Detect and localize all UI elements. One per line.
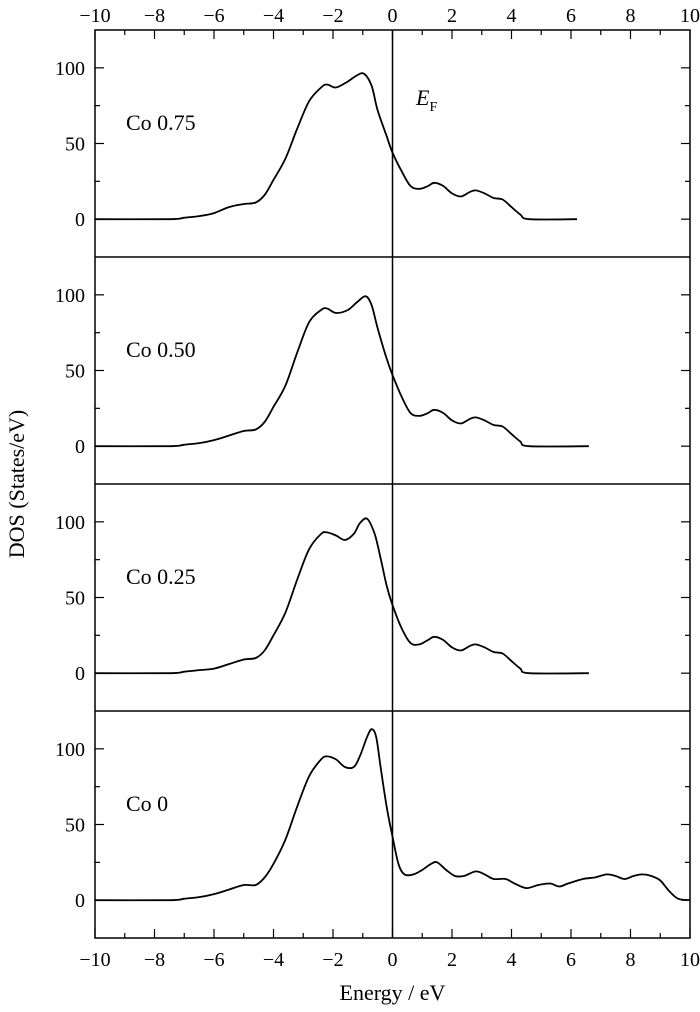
x-tick-label-top: −10	[79, 5, 110, 27]
panel-label: Co 0.50	[126, 337, 196, 362]
y-tick-label: 0	[75, 436, 85, 458]
dos-curve-panel-2	[94, 517, 589, 675]
y-tick-label: 50	[65, 134, 85, 156]
x-axis-title: Energy / eV	[340, 980, 446, 1005]
y-tick-label: 100	[55, 512, 85, 534]
x-tick-label-bottom: 2	[447, 949, 457, 971]
fermi-label: EF	[415, 85, 437, 115]
x-tick-label-top: −4	[263, 5, 284, 27]
y-tick-label: 50	[65, 815, 85, 837]
x-tick-label-top: 4	[507, 5, 517, 27]
y-axis-title: DOS (States/eV)	[4, 410, 29, 558]
panel-label: Co 0	[126, 791, 168, 816]
x-tick-label-top: −2	[322, 5, 343, 27]
y-tick-label: 50	[65, 361, 85, 383]
axes-layer	[94, 29, 691, 939]
x-tick-label-top: −6	[203, 5, 224, 27]
x-tick-label-top: −8	[144, 5, 165, 27]
x-tick-label-bottom: 4	[507, 949, 517, 971]
x-tick-label-bottom: 8	[626, 949, 636, 971]
dos-curve-panel-3	[94, 728, 691, 902]
x-tick-label-top: 2	[447, 5, 457, 27]
fermi-label-sub: F	[429, 100, 437, 115]
x-tick-label-bottom: 0	[388, 949, 398, 971]
dos-curve-panel-0	[94, 72, 578, 221]
x-tick-label-bottom: −8	[144, 949, 165, 971]
y-tick-label: 0	[75, 209, 85, 231]
y-tick-label: 100	[55, 739, 85, 761]
y-tick-label: 100	[55, 58, 85, 80]
x-tick-label-top: 0	[388, 5, 398, 27]
y-tick-label: 50	[65, 588, 85, 610]
x-tick-label-bottom: 6	[566, 949, 576, 971]
x-tick-label-bottom: −4	[263, 949, 284, 971]
curves-layer	[94, 72, 691, 902]
x-tick-label-top: 10	[680, 5, 700, 27]
text-layer: −10−10−8−8−6−6−4−4−2−2002244668810100501…	[4, 5, 700, 1005]
x-tick-label-top: 8	[626, 5, 636, 27]
y-tick-label: 0	[75, 890, 85, 912]
panel-label: Co 0.25	[126, 564, 196, 589]
fermi-label-main: E	[415, 85, 430, 110]
panel-label: Co 0.75	[126, 110, 196, 135]
x-tick-label-bottom: 10	[680, 949, 700, 971]
x-tick-label-bottom: −2	[322, 949, 343, 971]
x-tick-label-bottom: −10	[79, 949, 110, 971]
x-tick-label-bottom: −6	[203, 949, 224, 971]
y-tick-label: 100	[55, 285, 85, 307]
dos-curve-panel-1	[94, 295, 589, 448]
y-tick-label: 0	[75, 663, 85, 685]
x-tick-label-top: 6	[566, 5, 576, 27]
